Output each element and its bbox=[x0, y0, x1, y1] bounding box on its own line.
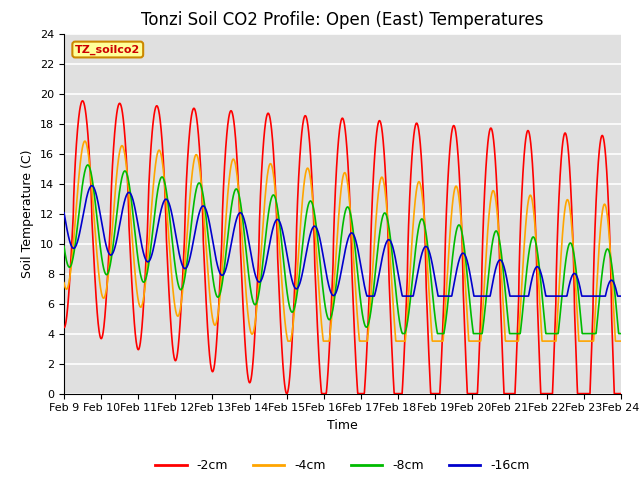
Text: TZ_soilco2: TZ_soilco2 bbox=[75, 44, 140, 55]
X-axis label: Time: Time bbox=[327, 419, 358, 432]
Title: Tonzi Soil CO2 Profile: Open (East) Temperatures: Tonzi Soil CO2 Profile: Open (East) Temp… bbox=[141, 11, 543, 29]
Y-axis label: Soil Temperature (C): Soil Temperature (C) bbox=[22, 149, 35, 278]
Legend: -2cm, -4cm, -8cm, -16cm: -2cm, -4cm, -8cm, -16cm bbox=[150, 455, 534, 477]
